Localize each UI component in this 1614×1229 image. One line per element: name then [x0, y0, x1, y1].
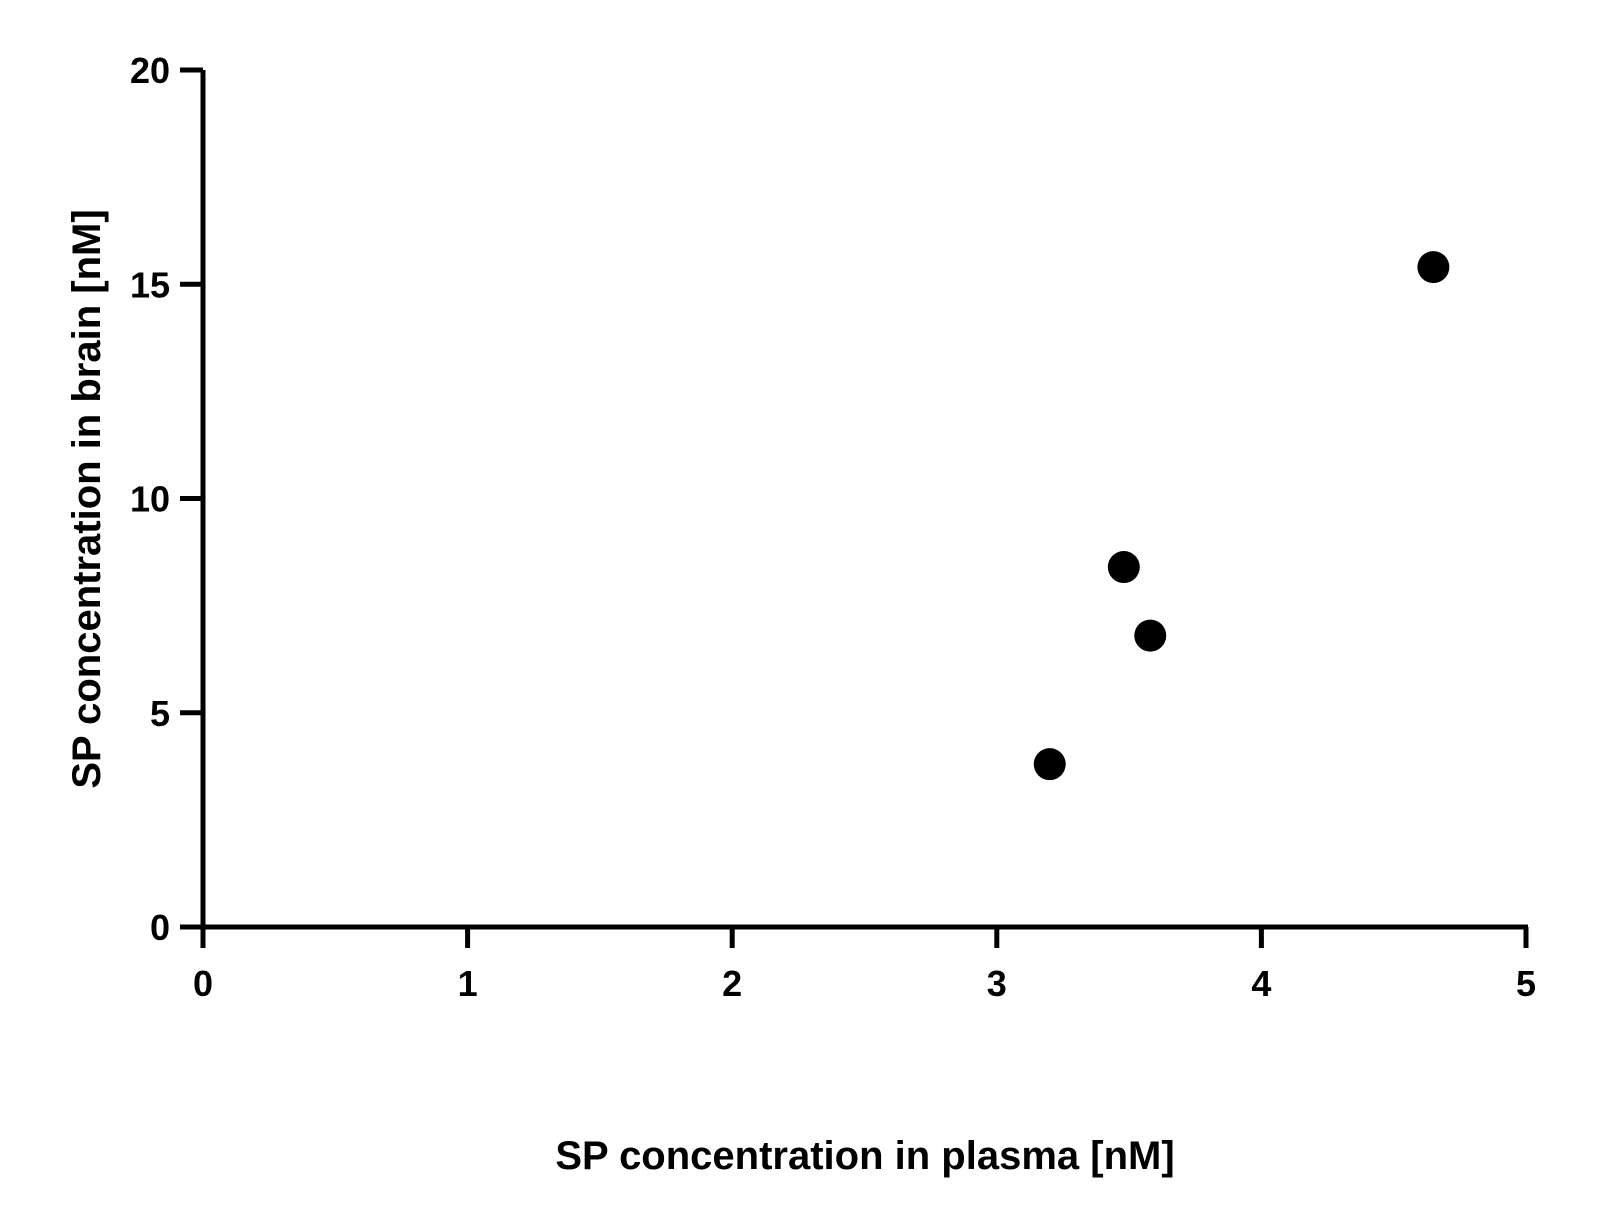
x-axis-ticks: 0 1 2 3 4 5	[193, 927, 1536, 1004]
y-tick-label: 15	[130, 264, 170, 305]
x-tick-label: 5	[1516, 963, 1536, 1004]
y-tick-label: 0	[150, 907, 170, 948]
data-point	[1033, 748, 1066, 781]
data-point	[1417, 251, 1450, 284]
x-tick-label: 0	[193, 963, 213, 1004]
axes	[200, 70, 1528, 930]
data-point	[1134, 619, 1167, 652]
x-tick-label: 3	[987, 963, 1007, 1004]
x-tick-label: 2	[722, 963, 742, 1004]
y-tick-label: 20	[130, 50, 170, 91]
x-axis-title: SP concentration in plasma [nM]	[555, 1134, 1174, 1178]
x-tick-label: 4	[1251, 963, 1271, 1004]
y-axis-title: SP concentration in brain [nM]	[65, 209, 109, 788]
y-tick-label: 5	[150, 693, 170, 734]
x-tick-label: 1	[458, 963, 478, 1004]
data-point	[1107, 551, 1140, 584]
y-tick-label: 10	[130, 479, 170, 520]
data-points	[1033, 251, 1450, 781]
y-axis-ticks: 0 5 10 15 20	[130, 50, 203, 948]
